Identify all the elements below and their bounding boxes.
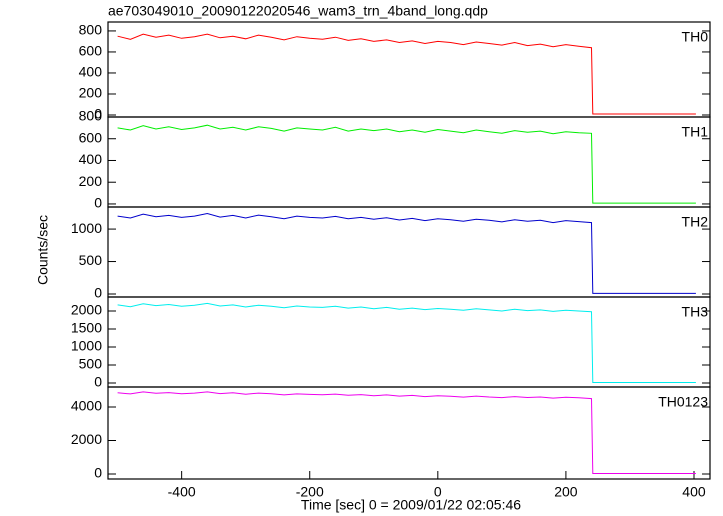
y-tick-label: 2000 — [71, 431, 102, 447]
x-axis-label: Time [sec] 0 = 2009/01/22 02:05:46 — [301, 497, 521, 513]
y-tick-label: 1500 — [71, 320, 102, 336]
panel-label: TH0 — [682, 29, 709, 45]
y-tick-label: 600 — [79, 129, 103, 145]
panel-frame — [107, 206, 711, 298]
y-tick-label: 600 — [79, 43, 103, 59]
panel-frame — [107, 386, 711, 480]
x-tick-label: -200 — [296, 484, 324, 500]
data-line — [117, 302, 696, 383]
panel-label: TH3 — [682, 304, 709, 320]
data-line — [117, 33, 696, 115]
data-line — [117, 124, 696, 204]
y-tick-label: 0 — [94, 106, 102, 122]
y-tick-label: 200 — [79, 85, 103, 101]
y-tick-label: 800 — [79, 108, 103, 124]
y-tick-label: 0 — [94, 465, 102, 481]
y-tick-label: 0 — [94, 195, 102, 211]
y-tick-label: 200 — [79, 173, 103, 189]
panel-label: TH1 — [682, 124, 709, 140]
y-tick-label: 500 — [79, 356, 103, 372]
data-line — [117, 391, 696, 474]
y-tick-label: 1000 — [71, 338, 102, 354]
data-line — [117, 212, 696, 294]
x-tick-label: 400 — [682, 484, 706, 500]
panel-label: TH0123 — [658, 394, 708, 410]
y-tick-label: 500 — [79, 252, 103, 268]
panel-frame — [107, 296, 711, 388]
panel-label: TH2 — [682, 214, 709, 230]
x-tick-label: -400 — [168, 484, 196, 500]
x-tick-label: 0 — [434, 484, 442, 500]
y-axis-label: Counts/sec — [35, 215, 51, 285]
chart-title: ae703049010_20090122020546_wam3_trn_4ban… — [108, 3, 488, 19]
x-tick-label: 200 — [554, 484, 578, 500]
y-tick-label: 4000 — [71, 398, 102, 414]
y-tick-label: 0 — [94, 285, 102, 301]
y-tick-label: 1000 — [71, 220, 102, 236]
y-tick-label: 800 — [79, 22, 103, 38]
y-tick-label: 400 — [79, 64, 103, 80]
y-tick-label: 0 — [94, 374, 102, 390]
y-tick-label: 400 — [79, 151, 103, 167]
y-tick-label: 2000 — [71, 302, 102, 318]
